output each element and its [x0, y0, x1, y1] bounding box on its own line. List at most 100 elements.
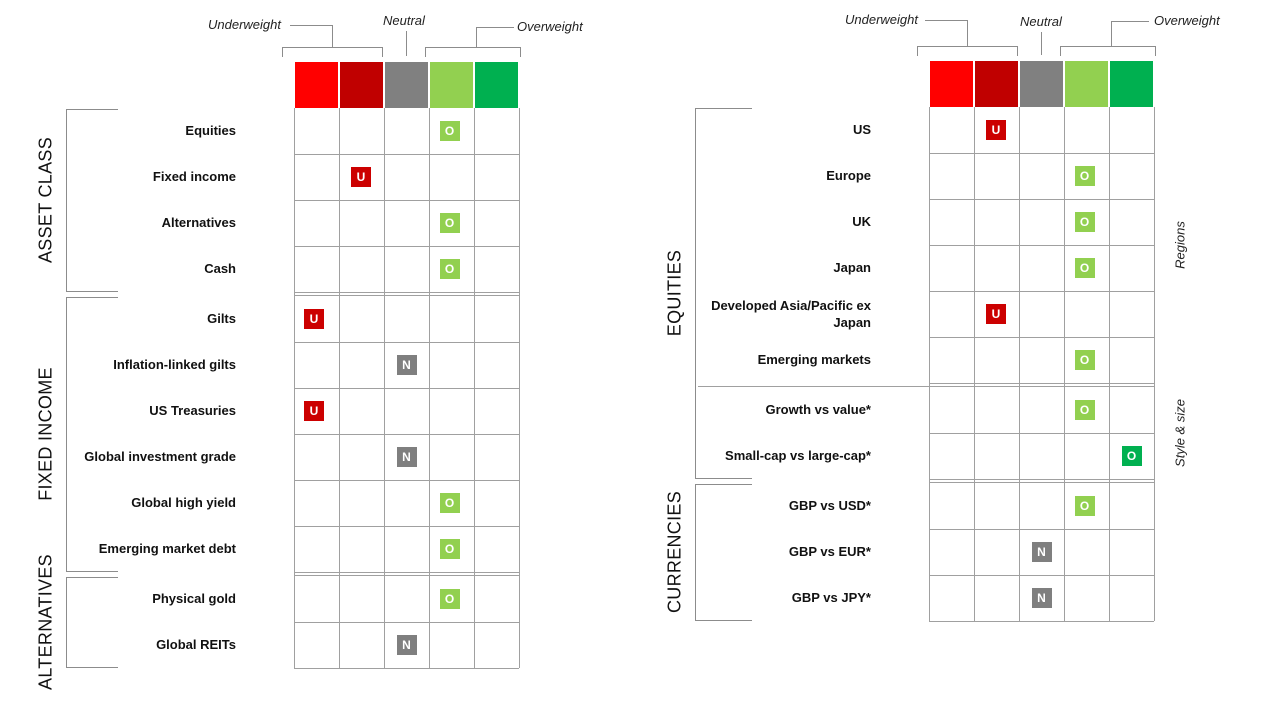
- column-divider: [384, 108, 385, 668]
- stance-badge-N: N: [396, 447, 417, 467]
- underweight-connector-v: [967, 20, 968, 46]
- column-divider: [294, 108, 295, 668]
- stance-badge-O: O: [439, 259, 460, 279]
- underweight-bracket-left: [917, 46, 918, 56]
- stance-badge-O: O: [439, 539, 460, 559]
- subgroup-label: Regions: [1172, 221, 1188, 269]
- scale-color-3: [385, 62, 428, 108]
- row-divider: [294, 480, 519, 481]
- group-bracket-bottom-tick: [695, 620, 752, 621]
- group-separator: [294, 575, 519, 576]
- stance-badge-O: O: [1074, 212, 1095, 232]
- group-title: ALTERNATIVES: [35, 554, 56, 690]
- scale-color-5: [475, 62, 518, 108]
- row-divider: [929, 245, 1154, 246]
- left-panel: Underweight Neutral Overweight Equities O Fix…: [35, 13, 583, 690]
- overweight-bracket-top: [1060, 46, 1156, 47]
- group-bracket-vertical: [66, 297, 67, 571]
- row-label: Gilts: [207, 311, 236, 326]
- overweight-bracket-left: [1060, 46, 1061, 56]
- legend-overweight: Overweight: [1154, 13, 1220, 28]
- stance-badge-U: U: [304, 401, 324, 421]
- group-bracket-top-tick: [66, 577, 118, 578]
- row-label: Global high yield: [131, 495, 236, 510]
- row-divider: [929, 291, 1154, 292]
- overweight-connector-h: [1111, 21, 1149, 22]
- row-label: UK: [852, 214, 871, 229]
- overweight-connector-v: [1111, 21, 1112, 46]
- row-divider: [294, 434, 519, 435]
- column-divider: [429, 108, 430, 668]
- group-bracket-bottom-tick: [66, 667, 118, 668]
- row-label: Global investment grade: [84, 449, 236, 464]
- row-divider: [294, 154, 519, 155]
- row-divider: [294, 200, 519, 201]
- scale-color-4: [430, 62, 473, 108]
- row-label: Inflation-linked gilts: [113, 357, 236, 372]
- stance-badge-O: O: [1074, 166, 1095, 186]
- row-label: Europe: [826, 168, 871, 183]
- row-divider: [294, 246, 519, 247]
- row-divider: [929, 479, 1154, 480]
- neutral-connector: [405, 31, 407, 56]
- underweight-connector-v: [332, 25, 333, 47]
- group-title: FIXED INCOME: [35, 367, 56, 501]
- row-label: GBP vs JPY*: [791, 590, 871, 605]
- stance-badge-O: O: [439, 493, 460, 513]
- group-bracket-bottom-tick: [66, 571, 118, 572]
- row-label: Developed Asia/Pacific ex Japan: [711, 298, 871, 330]
- row-divider: [929, 337, 1154, 338]
- stance-badge-N: N: [1031, 542, 1052, 562]
- row-divider: [294, 292, 519, 293]
- group-bracket-vertical: [66, 109, 67, 291]
- row-label: US: [852, 122, 871, 137]
- underweight-bracket-top: [282, 47, 382, 48]
- column-divider: [929, 107, 930, 621]
- group-title: ASSET CLASS: [35, 136, 56, 264]
- column-divider: [1064, 107, 1065, 621]
- row-label: Equities: [185, 123, 236, 138]
- row-label: US Treasuries: [149, 403, 236, 418]
- scale-color-3: [1020, 61, 1063, 107]
- legend-overweight: Overweight: [517, 19, 583, 34]
- group-title: EQUITIES: [664, 249, 685, 337]
- row-label: Alternatives: [161, 215, 236, 230]
- row-label: Growth vs value*: [765, 402, 871, 417]
- legend-neutral: Neutral: [383, 13, 425, 28]
- scale-color-5: [1110, 61, 1153, 107]
- row-divider: [294, 622, 519, 623]
- stance-badge-U: U: [351, 167, 371, 187]
- row-label: Fixed income: [152, 169, 236, 184]
- column-divider: [474, 108, 475, 668]
- row-divider: [294, 342, 519, 343]
- group-title: CURRENCIES: [664, 490, 685, 614]
- stance-badge-O: O: [1074, 258, 1095, 278]
- row-divider: [929, 433, 1154, 434]
- row-label: GBP vs EUR*: [788, 544, 871, 559]
- group-bracket-bottom-tick: [695, 478, 752, 479]
- right-panel: Underweight Neutral Overweight US U Europe O UK…: [640, 0, 1280, 704]
- column-divider: [974, 107, 975, 621]
- underweight-bracket-right: [382, 47, 383, 57]
- group-bracket-top-tick: [66, 109, 118, 110]
- stance-badge-U: U: [986, 304, 1006, 324]
- row-divider: [294, 388, 519, 389]
- stance-badge-O: O: [1121, 446, 1142, 466]
- legend-underweight: Underweight: [845, 12, 918, 27]
- stance-badge-O: O: [439, 213, 460, 233]
- neutral-connector: [1040, 32, 1042, 55]
- row-divider: [294, 668, 519, 669]
- group-bracket-top-tick: [66, 297, 118, 298]
- scale-color-4: [1065, 61, 1108, 107]
- group-bracket-bottom-tick: [66, 291, 118, 292]
- row-label: Japan: [833, 260, 871, 275]
- stance-badge-N: N: [396, 635, 417, 655]
- stance-badge-N: N: [396, 355, 417, 375]
- stance-badge-O: O: [1074, 400, 1095, 420]
- subgroup-label: Style & size: [1172, 399, 1188, 467]
- underweight-bracket-top: [917, 46, 1017, 47]
- group-bracket-top-tick: [695, 484, 752, 485]
- overweight-connector-h: [476, 27, 514, 28]
- group-bracket-vertical: [695, 108, 696, 478]
- row-divider: [929, 529, 1154, 530]
